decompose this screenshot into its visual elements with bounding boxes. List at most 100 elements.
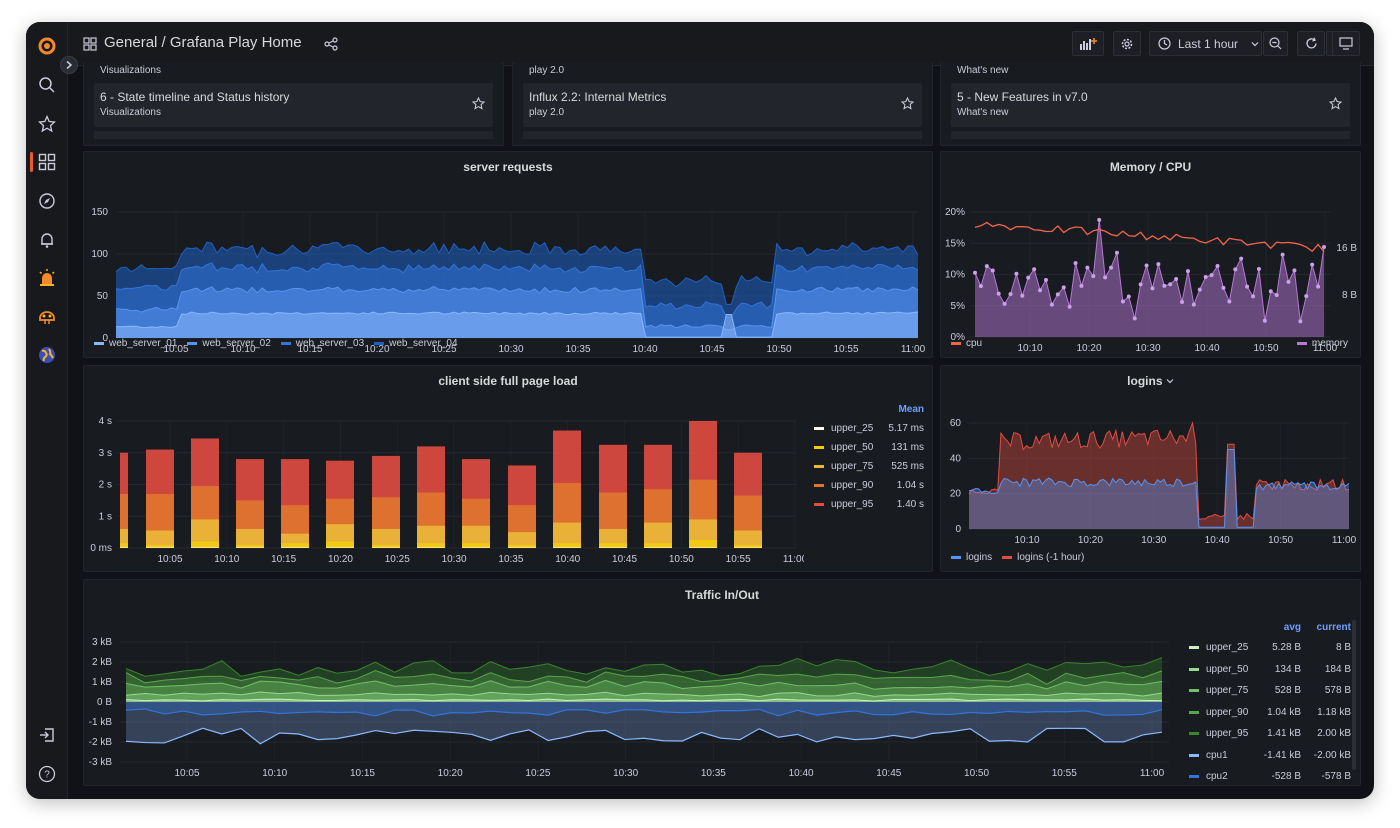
legend-item-web_server_04[interactable]: web_server_04 <box>374 338 458 349</box>
memory-point <box>1067 304 1072 309</box>
star-icon[interactable] <box>35 112 59 136</box>
y-tick-label: 1 s <box>99 511 112 522</box>
explore-icon[interactable] <box>35 189 59 213</box>
panel-title[interactable]: logins <box>941 374 1360 388</box>
legend-item-logins[interactable]: logins <box>951 552 992 563</box>
legend-item-web_server_01[interactable]: web_server_01 <box>94 338 177 349</box>
panel-title[interactable]: Traffic In/Out <box>684 588 759 602</box>
logins-chart: 60 40 20 0 10:10 10:20 10:30 10:40 10:50 11:00 <box>950 418 1357 546</box>
memory-point <box>1002 301 1007 306</box>
panel-title[interactable]: server requests <box>463 160 553 174</box>
legend-item-cpu[interactable]: cpu <box>951 338 982 349</box>
x-tick-label: 10:30 <box>613 768 638 779</box>
table-header-avg[interactable]: avg <box>1283 622 1301 633</box>
star-icon[interactable] <box>901 97 914 110</box>
legend-row-upper_90[interactable]: upper_90 1.04 kB 1.18 kB <box>1187 702 1351 724</box>
x-tick-label: 10:05 <box>163 344 188 355</box>
table-header-current[interactable]: current <box>1316 622 1351 633</box>
legend-row-upper_25[interactable]: upper_25 5.17 ms <box>808 419 924 438</box>
list-item[interactable] <box>523 131 922 139</box>
y-right-tick-label: 8 B <box>1342 290 1357 301</box>
legend-row-upper_95[interactable]: upper_95 1.41 kB 2.00 kB <box>1187 723 1351 745</box>
list-item[interactable]: 5 - New Features in v7.0 What's new <box>951 83 1350 127</box>
sign-in-icon[interactable] <box>35 723 59 747</box>
x-tick-label: 10:50 <box>1253 343 1278 354</box>
oncall-icon[interactable] <box>35 266 59 290</box>
legend-row-upper_75[interactable]: upper_75 525 ms <box>808 457 924 476</box>
share-icon[interactable] <box>324 37 338 51</box>
add-panel-button[interactable] <box>1072 31 1104 56</box>
x-tick-label: 11:00 <box>1332 535 1357 546</box>
legend-row-upper_90[interactable]: upper_90 1.04 s <box>808 476 924 495</box>
x-tick-label: 10:40 <box>789 768 814 779</box>
refresh-button[interactable] <box>1297 31 1325 56</box>
bar-segment-upper_75 <box>146 530 174 548</box>
legend-row-upper_50[interactable]: upper_50 131 ms <box>808 438 924 457</box>
panel-title[interactable]: client side full page load <box>438 374 578 388</box>
traffic-chart: 3 kB 2 kB 1 kB 0 B -1 kB -2 kB -3 kB 10:05 10:10… <box>89 637 1169 779</box>
tv-mode-button[interactable] <box>1332 31 1360 56</box>
legend-row-cpu2[interactable]: cpu2 -528 B -578 B <box>1187 766 1351 788</box>
bar-segment-upper_25 <box>281 547 309 548</box>
bar-segment-upper_75 <box>372 528 400 548</box>
help-icon[interactable]: ? <box>35 762 59 786</box>
table-header-mean[interactable]: Mean <box>898 404 924 415</box>
zoom-out-button[interactable] <box>1263 31 1288 56</box>
search-icon[interactable] <box>35 73 59 97</box>
legend-item-memory[interactable]: memory <box>1296 338 1348 349</box>
legend-table: avg current upper_25 5.28 B 8 B upper_50 134 B… <box>1187 618 1351 788</box>
star-icon[interactable] <box>1329 97 1342 110</box>
chart-legend: cpu <box>951 338 982 349</box>
legend-row-upper_25[interactable]: upper_25 5.28 B 8 B <box>1187 637 1351 659</box>
x-tick-label: 10:20 <box>1078 535 1103 546</box>
x-tick-label: 10:55 <box>1052 768 1077 779</box>
page-load-chart: 4 s 3 s 2 s 1 s 0 ms 10:05 10:10 10:15 10:20 10:2… <box>90 416 804 565</box>
globe-icon[interactable] <box>35 343 59 367</box>
panel-title[interactable]: Memory / CPU <box>1109 160 1192 174</box>
list-item[interactable]: Influx 2.2: Internal Metrics play 2.0 <box>523 83 922 127</box>
breadcrumb-folder[interactable]: General <box>104 34 158 51</box>
x-tick-label: 10:30 <box>1141 535 1166 546</box>
memory-point <box>1322 245 1326 250</box>
list-item[interactable] <box>94 131 493 139</box>
bar-segment-upper_50 <box>191 541 219 548</box>
bar-segment-upper_50 <box>553 543 581 548</box>
breadcrumb-dashboard[interactable]: / Grafana Play Home <box>157 34 302 51</box>
dashboards-icon[interactable] <box>35 150 59 174</box>
memory-point <box>1185 269 1190 274</box>
page-load-panel: client side full page load 4 s 3 s 2 s 1 s 0… <box>83 365 933 572</box>
y-tick-label: 0 <box>102 333 108 344</box>
bar-segment-upper_75 <box>508 532 536 548</box>
star-icon[interactable] <box>472 97 485 110</box>
bar-segment-upper_25 <box>191 547 219 548</box>
legend-item-web_server_02[interactable]: web_server_02 <box>187 338 271 349</box>
alerting-icon[interactable] <box>35 228 59 252</box>
y-tick-label: 40 <box>950 453 962 464</box>
legend-label: upper_75 <box>1206 685 1249 697</box>
legend-row-upper_95[interactable]: upper_95 1.40 s <box>808 495 924 514</box>
list-item[interactable] <box>951 131 1350 139</box>
legend-row-upper_50[interactable]: upper_50 134 B 184 B <box>1187 659 1351 681</box>
legend-scrollbar[interactable] <box>1352 620 1356 770</box>
legend-label: memory <box>1311 338 1348 349</box>
legend-item-logins-1h[interactable]: logins (-1 hour) <box>1002 552 1084 563</box>
legend-swatch <box>280 342 291 345</box>
grafana-window: ? General / Grafana Play Home Last 1 hou… <box>26 22 1374 799</box>
legend-row-upper_75[interactable]: upper_75 528 B 578 B <box>1187 680 1351 702</box>
legend-label: upper_50 <box>1206 663 1249 675</box>
settings-button[interactable] <box>1113 31 1141 56</box>
grafana-logo-icon[interactable] <box>35 34 59 58</box>
x-tick-label: 10:45 <box>876 768 901 779</box>
ml-icon[interactable] <box>35 305 59 329</box>
time-range-picker[interactable]: Last 1 hour <box>1149 31 1262 56</box>
y-tick-label: 0% <box>951 332 966 343</box>
expand-sidebar-button[interactable] <box>60 56 78 74</box>
chart-legend-right: memory <box>1296 338 1348 349</box>
legend-row-cpu1[interactable]: cpu1 -1.41 kB -2.00 kB <box>1187 745 1351 767</box>
legend-current: 1.18 kB <box>1317 706 1351 718</box>
legend-item-web_server_03[interactable]: web_server_03 <box>280 338 364 349</box>
bar-segment-upper_50 <box>372 544 400 548</box>
memory-point <box>1079 283 1084 288</box>
list-item[interactable]: 6 - State timeline and Status history Vi… <box>94 83 493 127</box>
series-line-web_server_04 <box>115 240 919 305</box>
